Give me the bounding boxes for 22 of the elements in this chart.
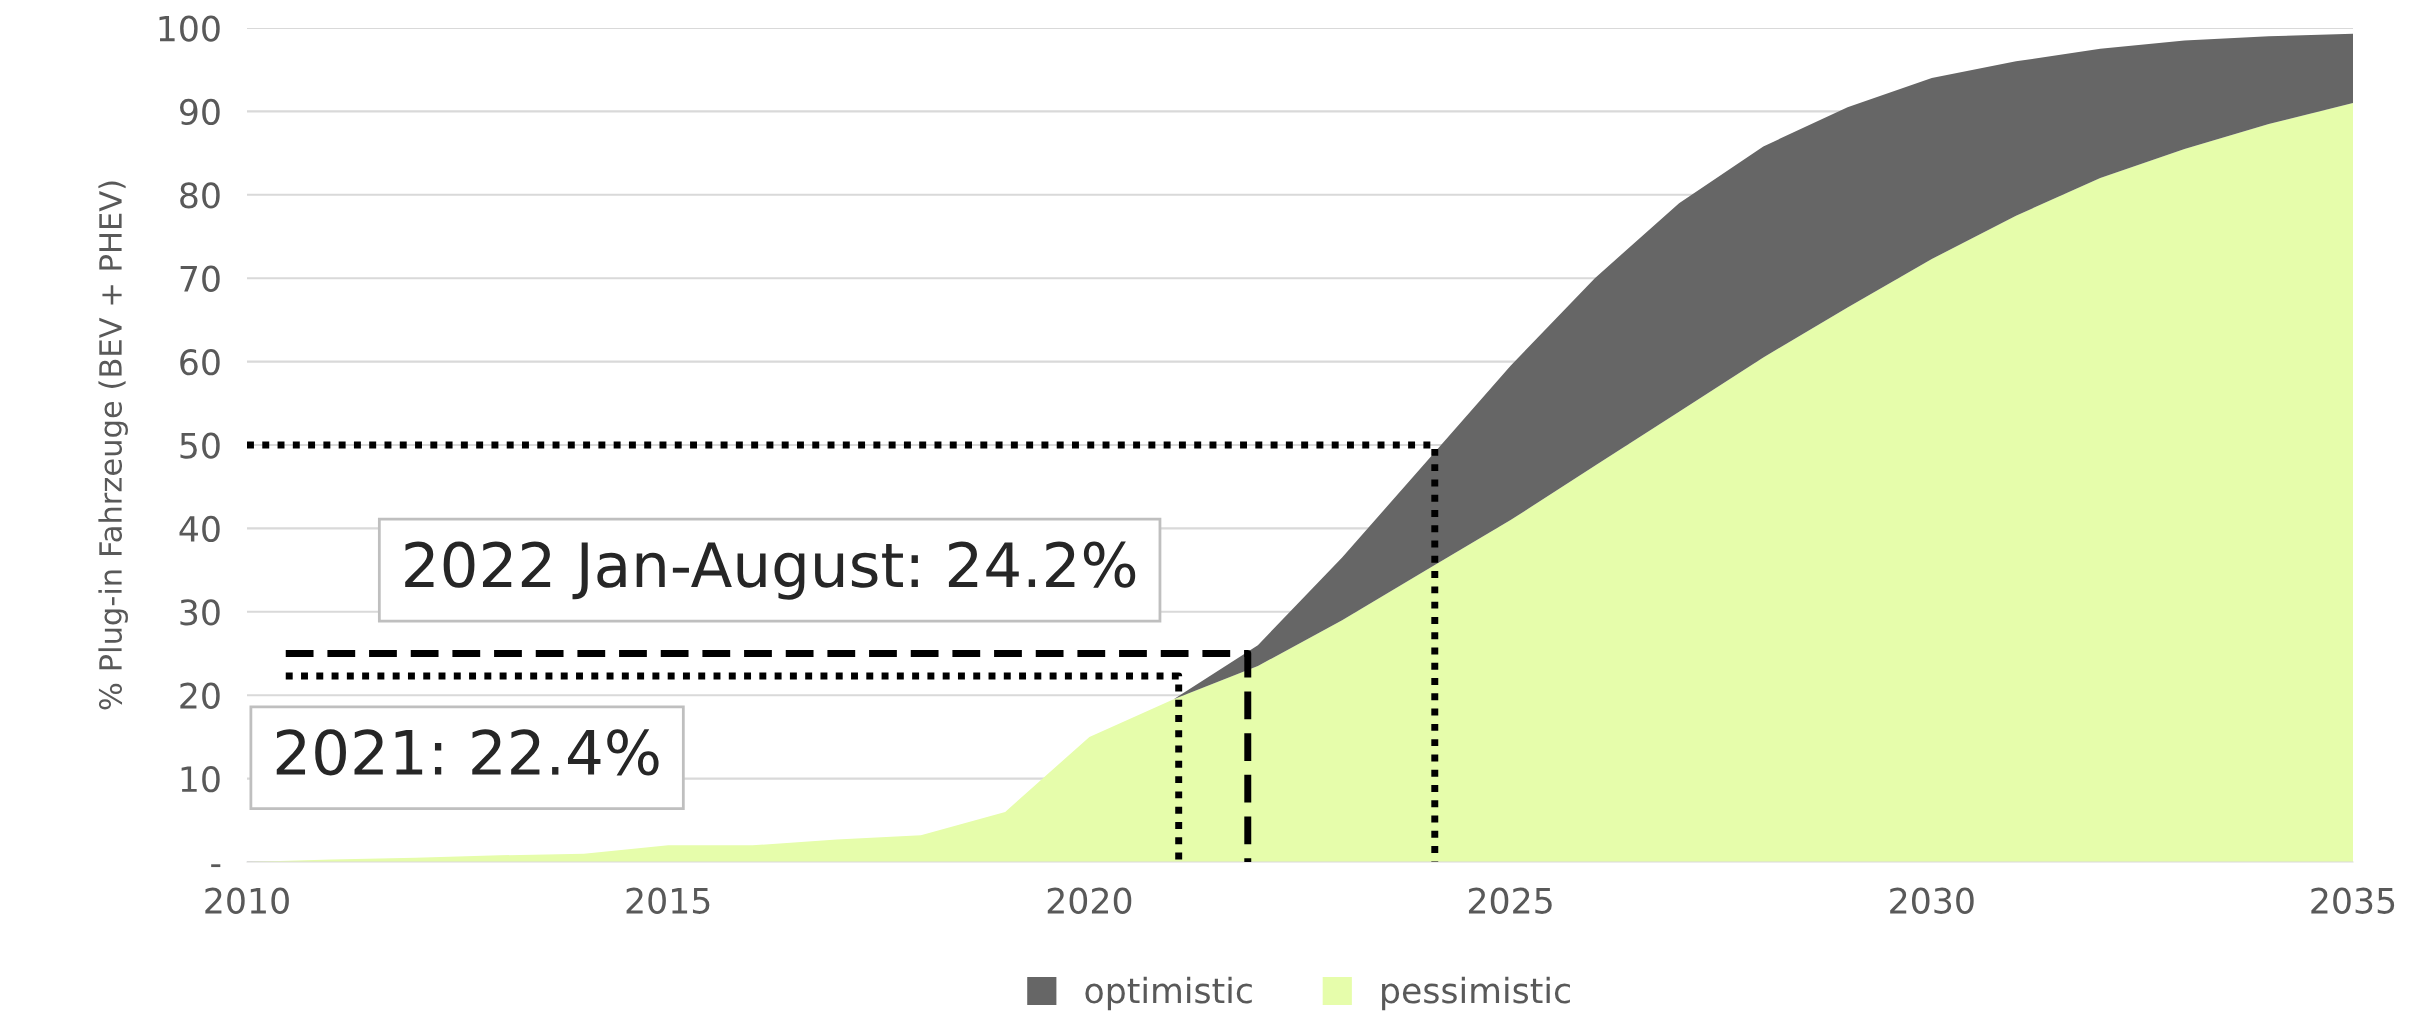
x-tick-label: 2035 [2311,887,2395,914]
legend-label: optimistic [1085,976,1252,1011]
annotation: 2021: 22.4% [276,729,659,776]
y-tick-label: 60 [180,349,220,376]
y-tick-label: - [211,864,221,868]
legend-label: pessimistic [1382,976,1570,1011]
x-tick-label: 2020 [1047,887,1132,914]
annotation: 2022 Jan-August: 24.2% [405,541,1136,600]
y-tick-label: 40 [179,515,220,543]
y-tick-label: 10 [181,766,220,793]
y-tick-label: 50 [180,432,220,459]
y-axis-title: % Plug-in Fahrzeuge (BEV + PHEV) [98,181,128,710]
y-tick-label: 80 [180,182,220,209]
y-tick-label: 90 [180,98,220,126]
x-tick-label: 2015 [626,887,710,914]
y-tick-label: 100 [159,15,220,42]
x-tick-label: 2030 [1890,887,1974,914]
y-tick-label: 30 [180,599,220,626]
x-tick-label: 2010 [205,887,289,914]
x-tick-label: 2025 [1468,887,1552,914]
y-tick-label: 20 [180,682,220,709]
y-tick-label: 70 [180,265,220,292]
